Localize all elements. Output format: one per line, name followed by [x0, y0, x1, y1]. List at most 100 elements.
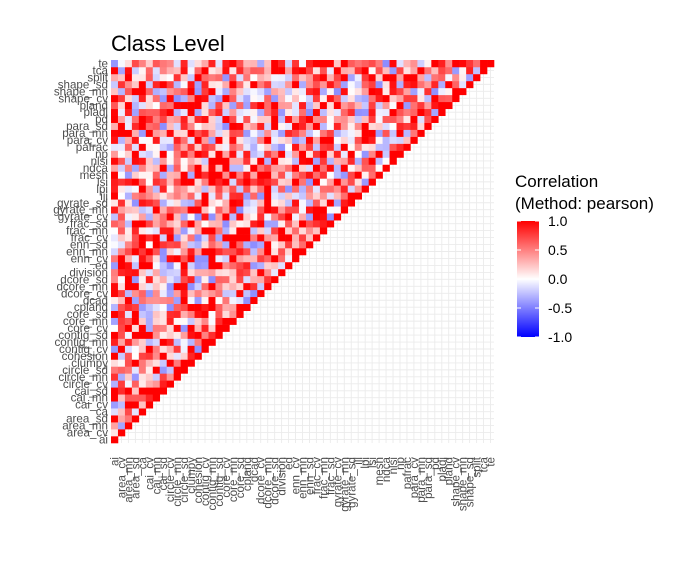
heatmap-cell: [264, 213, 272, 221]
legend-tick-label: -1.0: [548, 329, 572, 345]
heatmap-cell: [159, 66, 168, 75]
heatmap-cell: [222, 227, 230, 235]
y-tick-label: dcore_mn: [56, 280, 108, 293]
heatmap-cell: [312, 227, 321, 235]
heatmap-cell: [361, 122, 369, 130]
heatmap-cell: [326, 150, 335, 158]
heatmap-cell: [319, 94, 328, 103]
heatmap-cell: [292, 143, 300, 151]
heatmap-cell: [201, 282, 209, 291]
heatmap-cell: [166, 115, 174, 123]
heatmap-cell: [312, 213, 321, 221]
heatmap-cell: [159, 150, 168, 158]
heatmap-cell: [480, 60, 488, 68]
heatmap-cell: [208, 101, 216, 110]
heatmap-cell: [326, 143, 335, 151]
heatmap-cell: [152, 171, 161, 179]
x-tick-label: shape_mn: [457, 457, 470, 511]
heatmap-cell: [187, 157, 195, 165]
heatmap-cell: [111, 108, 119, 117]
heatmap-cell: [257, 234, 265, 242]
heatmap-cell: [312, 171, 321, 179]
heatmap-cell: [222, 206, 230, 214]
heatmap-cell: [215, 66, 223, 75]
heatmap-cell: [299, 213, 307, 221]
heatmap-cell: [236, 108, 244, 117]
heatmap-cell: [173, 115, 181, 123]
heatmap-cell: [194, 254, 202, 263]
heatmap-cell: [389, 157, 397, 165]
heatmap-cell: [326, 206, 335, 214]
heatmap-cell: [124, 422, 133, 430]
heatmap-cell: [201, 143, 209, 151]
heatmap-cell: [452, 87, 460, 96]
heatmap-cell: [236, 289, 244, 298]
heatmap-cell: [361, 143, 369, 151]
heatmap-cell: [138, 380, 147, 388]
x-tick-label: tca: [478, 456, 491, 472]
heatmap-cell: [243, 108, 251, 117]
heatmap-cell: [236, 129, 244, 137]
y-tick-label: dcore_cv: [61, 287, 108, 300]
heatmap-cell: [466, 60, 474, 68]
heatmap-cell: [250, 199, 258, 207]
heatmap-cell: [215, 275, 223, 284]
heatmap-cell: [299, 101, 307, 110]
heatmap-cell: [201, 275, 209, 284]
heatmap-cell: [194, 261, 202, 270]
heatmap-cell: [333, 150, 342, 158]
heatmap-cell: [305, 171, 314, 179]
heatmap-cell: [410, 108, 418, 117]
heatmap-cell: [368, 143, 376, 151]
heatmap-cell: [264, 171, 272, 179]
y-tick-label: gyrate_sd: [57, 197, 108, 210]
heatmap-cell: [229, 94, 237, 103]
heatmap-cell: [152, 66, 161, 75]
heatmap-cell: [201, 254, 209, 263]
heatmap-cell: [361, 101, 369, 110]
heatmap-cell: [215, 164, 223, 172]
heatmap-cell: [326, 178, 335, 186]
heatmap-cell: [333, 66, 342, 75]
heatmap-cell: [117, 254, 126, 263]
heatmap-cell: [445, 101, 453, 110]
heatmap-cell: [410, 136, 418, 144]
x-tick-label: frac_mn: [317, 457, 330, 499]
heatmap-cell: [173, 261, 181, 270]
x-tick-label: contig_cv: [199, 457, 212, 506]
heatmap-cell: [236, 213, 244, 221]
heatmap-cell: [180, 282, 188, 291]
heatmap-cell: [278, 227, 286, 235]
heatmap-cell: [166, 317, 174, 325]
heatmap-cell: [145, 60, 154, 68]
heatmap-cell: [257, 87, 265, 96]
heatmap-cell: [208, 87, 216, 96]
heatmap-cell: [180, 171, 188, 179]
heatmap-cell: [292, 220, 300, 228]
heatmap-cell: [194, 115, 202, 123]
heatmap-cell: [124, 338, 133, 346]
heatmap-cell: [138, 94, 147, 103]
heatmap-cell: [368, 164, 376, 172]
heatmap-cell: [194, 171, 202, 179]
heatmap-cell: [173, 143, 181, 151]
heatmap-cell: [417, 94, 425, 103]
heatmap-cell: [131, 164, 140, 172]
heatmap-cell: [278, 60, 286, 68]
heatmap-cell: [180, 241, 188, 249]
heatmap-cell: [333, 199, 342, 207]
heatmap-cell: [131, 73, 140, 82]
heatmap-cell: [173, 227, 181, 235]
heatmap-cell: [208, 185, 216, 193]
heatmap-cell: [180, 254, 188, 263]
heatmap-cell: [145, 108, 154, 117]
heatmap-cell: [194, 317, 202, 325]
heatmap-cell: [187, 101, 195, 110]
heatmap-cell: [208, 73, 216, 82]
y-tick-label: np: [95, 148, 108, 161]
heatmap-cell: [145, 171, 154, 179]
heatmap-cell: [124, 150, 133, 158]
heatmap-cell: [208, 80, 216, 89]
heatmap-cell: [326, 192, 335, 200]
